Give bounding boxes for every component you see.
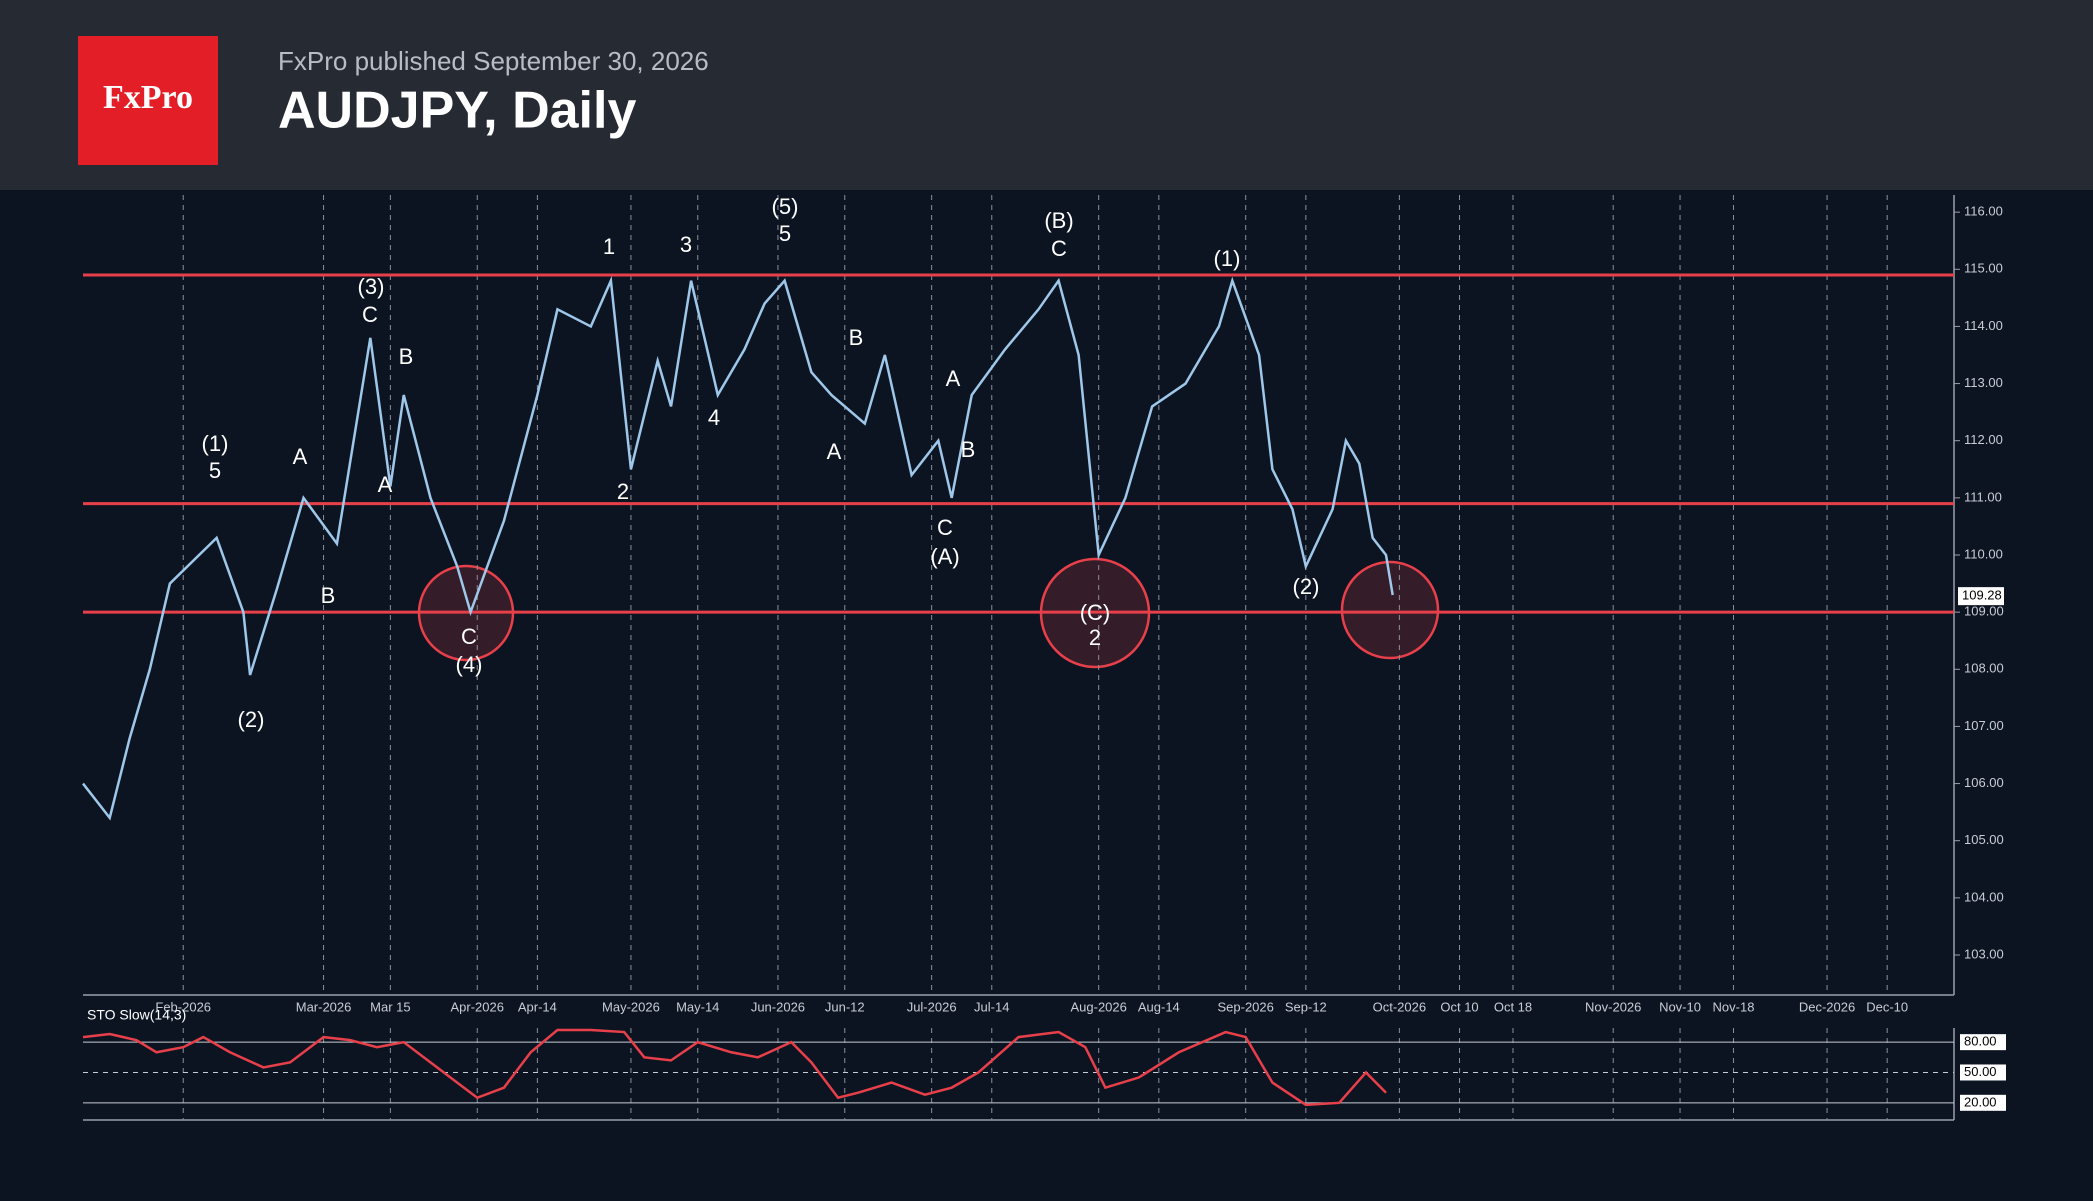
x-tick-label: Nov-18	[1713, 999, 1755, 1014]
wave-label: A	[293, 444, 308, 469]
y-tick-label: 115.00	[1964, 261, 2003, 276]
series-line	[82, 1028, 1387, 1107]
y-tick-label: 111.00	[1964, 489, 2002, 504]
logo	[78, 36, 218, 165]
price-label: 109.28	[1962, 588, 2002, 603]
header	[0, 0, 2093, 190]
x-tick-label: Jul-14	[974, 999, 1009, 1014]
highlight-circle	[1340, 560, 1440, 660]
publisher: FxPro published September 30, 2026	[278, 46, 709, 76]
wave-label: A	[946, 366, 961, 391]
wave-label: (1)	[202, 431, 229, 456]
wave-label: (1)	[1214, 246, 1241, 271]
series-line	[82, 275, 1394, 821]
wave-label: C	[461, 624, 477, 649]
x-tick-label: Nov-2026	[1585, 999, 1641, 1014]
x-tick-label: Sep-12	[1285, 999, 1327, 1014]
title: AUDJPY, Daily	[278, 82, 636, 140]
y-tick-label: 112.00	[1964, 432, 2003, 447]
x-tick-label: Feb-2026	[155, 999, 211, 1014]
x-tick-label: Mar 15	[370, 999, 410, 1014]
wave-label: (B)	[1044, 208, 1073, 233]
wave-label: B	[849, 325, 864, 350]
y-tick-label: 20.00	[1964, 1094, 1997, 1109]
x-tick-label: Oct 10	[1440, 999, 1478, 1014]
wave-label: (A)	[930, 544, 959, 569]
x-tick-label: Oct 18	[1494, 999, 1532, 1014]
wave-label: 1	[603, 234, 615, 259]
x-tick-label: May-14	[676, 999, 719, 1014]
price-box	[1958, 587, 2004, 606]
wave-label: (2)	[1293, 574, 1320, 599]
wave-label: A	[378, 472, 393, 497]
y-tick-label: 103.00	[1964, 946, 2004, 961]
tick-box	[1960, 1064, 2006, 1081]
x-tick-label: Mar-2026	[296, 999, 352, 1014]
x-tick-label: Aug-14	[1138, 999, 1180, 1014]
tick-box	[1960, 1034, 2006, 1051]
x-tick-label: Aug-2026	[1070, 999, 1126, 1014]
y-tick-label: 110.00	[1964, 546, 2003, 561]
wave-label: C	[362, 302, 378, 327]
wave-label: B	[321, 583, 336, 608]
y-tick-label: 113.00	[1964, 375, 2003, 390]
y-tick-label: 50.00	[1964, 1064, 1997, 1079]
y-tick-label: 109.00	[1964, 604, 2004, 619]
tick-box	[1960, 1094, 2006, 1111]
y-tick-label: 106.00	[1964, 775, 2004, 790]
panel-title: STO Slow(14,3)	[87, 1007, 186, 1023]
wave-label: 4	[708, 405, 720, 430]
wave-label: (3)	[358, 274, 385, 299]
x-tick-label: Jun-12	[825, 999, 865, 1014]
wave-label: (2)	[238, 707, 265, 732]
wave-label: C	[1051, 236, 1067, 261]
wave-label: 3	[680, 232, 692, 257]
x-tick-label: May-2026	[602, 999, 660, 1014]
logo-text: FxPro	[103, 79, 193, 116]
x-tick-label: Jul-2026	[907, 999, 957, 1014]
wave-label: 2	[1089, 625, 1101, 650]
wave-label: B	[399, 344, 414, 369]
x-tick-label: Apr-14	[518, 999, 557, 1014]
wave-label: (5)	[772, 194, 799, 219]
wave-label: (4)	[456, 652, 483, 677]
x-tick-label: Sep-2026	[1217, 999, 1273, 1014]
wave-label: (C)	[1080, 600, 1111, 625]
wave-label: C	[937, 515, 953, 540]
wave-label: 5	[209, 458, 221, 483]
y-tick-label: 114.00	[1964, 318, 2003, 333]
y-tick-label: 108.00	[1964, 661, 2004, 676]
x-tick-label: Jun-2026	[751, 999, 805, 1014]
x-tick-label: Oct-2026	[1373, 999, 1426, 1014]
x-tick-label: Dec-2026	[1799, 999, 1855, 1014]
y-tick-label: 107.00	[1964, 718, 2004, 733]
wave-label: A	[827, 439, 842, 464]
y-tick-label: 116.00	[1964, 204, 2003, 219]
x-tick-label: Dec-10	[1866, 999, 1908, 1014]
x-tick-label: Nov-10	[1659, 999, 1701, 1014]
x-tick-label: Apr-2026	[451, 999, 504, 1014]
y-tick-label: 105.00	[1964, 832, 2004, 847]
wave-label: 2	[617, 479, 629, 504]
y-tick-label: 80.00	[1964, 1034, 1997, 1049]
y-tick-label: 104.00	[1964, 889, 2004, 904]
wave-label: B	[961, 437, 976, 462]
wave-label: 5	[779, 221, 791, 246]
